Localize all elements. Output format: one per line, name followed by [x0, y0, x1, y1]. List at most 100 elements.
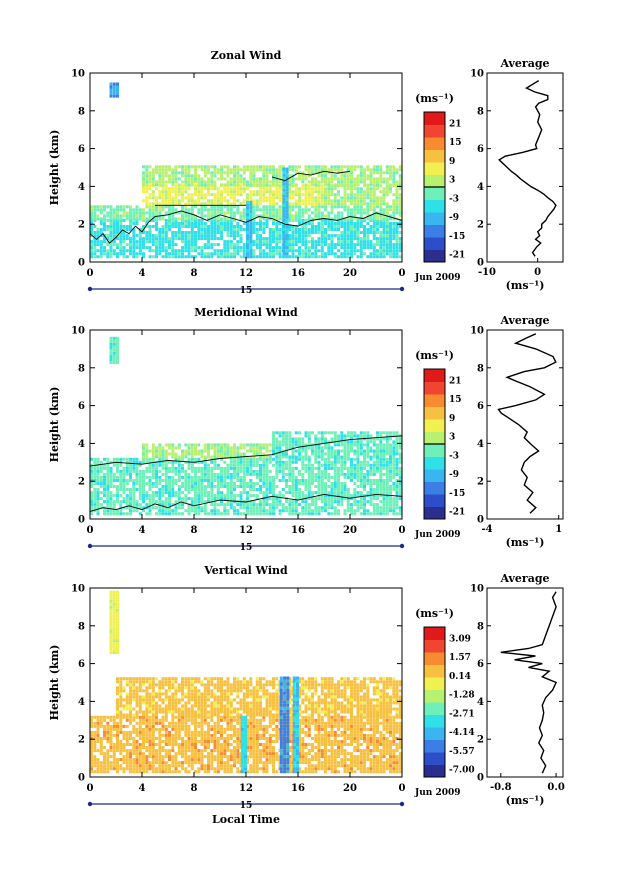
heatmap-cell: [242, 252, 246, 256]
heatmap-cell: [174, 509, 178, 513]
heatmap-cell: [197, 475, 201, 479]
heatmap-cell: [294, 455, 298, 459]
heatmap-cell: [291, 196, 295, 200]
heatmap-cell: [385, 228, 389, 231]
heatmap-cell: [395, 231, 399, 234]
heatmap-cell: [366, 240, 370, 244]
heatmap-cell: [278, 255, 282, 259]
heatmap-cell: [142, 506, 145, 510]
heatmap-cell: [194, 475, 197, 479]
heatmap-cell: [194, 457, 197, 461]
heatmap-cell: [343, 183, 347, 187]
heatmap-cell: [288, 503, 292, 507]
heatmap-cell: [356, 503, 360, 507]
heatmap-cell: [229, 491, 233, 495]
heatmap-cell: [155, 222, 158, 225]
heatmap-cell: [213, 214, 217, 218]
heatmap-cell: [285, 463, 288, 467]
heatmap-cell: [171, 202, 175, 206]
heatmap-cell: [161, 208, 165, 212]
heatmap-cell: [142, 457, 145, 461]
heatmap-cell: [158, 491, 162, 495]
heatmap-cell: [369, 512, 373, 516]
heatmap-cell: [369, 482, 373, 485]
heatmap-cell: [337, 205, 340, 209]
heatmap-cell: [155, 761, 158, 765]
heatmap-cell: [171, 205, 175, 209]
heatmap-cell: [275, 252, 279, 256]
heatmap-cell: [135, 211, 139, 215]
heatmap-cell: [376, 482, 379, 485]
heatmap-cell: [177, 252, 181, 256]
heatmap-cell: [350, 437, 353, 441]
heatmap-cell: [161, 231, 165, 234]
heatmap-cell: [262, 460, 266, 464]
heatmap-cell: [392, 183, 396, 187]
heatmap-cell: [317, 174, 321, 178]
heatmap-cell: [255, 222, 259, 225]
heatmap-cell: [346, 443, 350, 447]
heatmap-cell: [122, 485, 126, 488]
heatmap-cell: [330, 506, 334, 510]
heatmap-cell: [376, 243, 379, 247]
heatmap-cell: [210, 214, 214, 218]
heatmap-cell: [252, 180, 256, 184]
heatmap-cell: [223, 246, 227, 250]
heatmap-cell: [392, 431, 396, 435]
heatmap-cell: [171, 770, 175, 774]
heatmap-cell: [119, 240, 123, 244]
heatmap-cell: [385, 231, 389, 234]
heatmap-cell: [366, 460, 370, 464]
heatmap-cell: [265, 177, 269, 181]
heatmap-cell: [324, 758, 327, 762]
heatmap-cell: [112, 512, 116, 516]
heatmap-cell: [184, 183, 188, 187]
heatmap-cell: [320, 180, 324, 184]
heatmap-cell: [164, 452, 168, 456]
heatmap-cell: [317, 243, 321, 247]
heatmap-cell: [252, 255, 256, 259]
heatmap-cell: [226, 446, 230, 450]
heatmap-cell: [148, 246, 152, 250]
heatmap-cell: [288, 764, 292, 768]
heatmap-cell: [301, 228, 305, 231]
day-bar-start: [87, 543, 93, 549]
heatmap-cell: [382, 246, 386, 250]
heatmap-cell: [376, 449, 379, 453]
heatmap-cell: [145, 165, 149, 169]
heatmap-cell: [161, 246, 165, 250]
heatmap-cell: [385, 506, 389, 510]
heatmap-cell: [242, 177, 246, 181]
heatmap-cell: [272, 509, 275, 513]
heatmap-cell: [343, 237, 347, 241]
heatmap-cell: [356, 479, 360, 482]
heatmap-cell: [171, 466, 175, 470]
heatmap-cell: [366, 431, 370, 435]
heatmap-cell: [177, 472, 181, 476]
heatmap-cell: [109, 345, 113, 349]
heatmap-cell: [359, 225, 363, 228]
heatmap-cell: [278, 434, 282, 438]
heatmap-cell: [148, 449, 152, 453]
heatmap-cell: [291, 500, 295, 504]
heatmap-cell: [90, 211, 93, 215]
heatmap-cell: [291, 234, 295, 238]
heatmap-cell: [226, 475, 230, 479]
heatmap-cell: [220, 512, 223, 516]
heatmap-cell: [190, 240, 194, 244]
heatmap-cell: [272, 255, 275, 259]
heatmap-cell: [363, 243, 366, 247]
heatmap-cell: [294, 494, 298, 498]
heatmap-cell: [372, 491, 376, 495]
heatmap-cell: [346, 180, 350, 184]
heatmap-cell: [346, 469, 350, 473]
heatmap-cell: [96, 228, 100, 231]
heatmap-cell: [129, 460, 132, 464]
heatmap-cell: [112, 228, 116, 231]
heatmap-cell: [307, 767, 311, 771]
heatmap-cell: [213, 252, 217, 256]
heatmap-cell: [369, 243, 373, 247]
heatmap-cell: [372, 770, 376, 774]
heatmap-cell: [320, 434, 324, 438]
heatmap-cell: [272, 231, 275, 234]
